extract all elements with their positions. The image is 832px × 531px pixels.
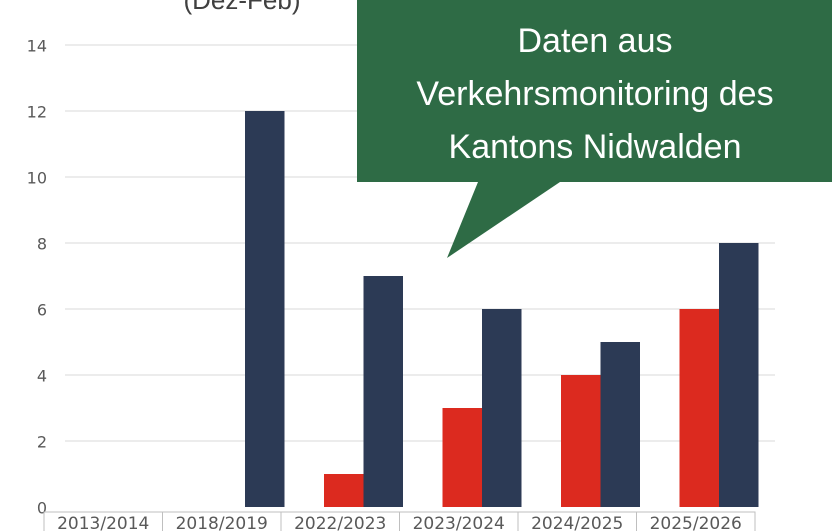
x-tick-label: 2018/2019	[176, 514, 268, 531]
y-tick-label: 6	[37, 301, 47, 320]
y-tick-label: 8	[37, 235, 47, 254]
y-tick-label: 12	[27, 103, 47, 122]
x-tick-label: 2024/2025	[531, 514, 623, 531]
x-tick-label: 2013/2014	[57, 514, 149, 531]
bar	[679, 309, 719, 507]
x-tick-label: 2025/2026	[650, 514, 742, 531]
callout-text: Verkehrsmonitoring des	[416, 75, 773, 113]
bar	[561, 375, 601, 507]
y-tick-label: 4	[37, 367, 47, 386]
x-tick-label: 2023/2024	[413, 514, 505, 531]
bar	[719, 243, 759, 507]
callout	[357, 0, 832, 258]
callout-text: Daten aus	[518, 22, 673, 60]
bar	[324, 474, 364, 507]
callout-text: Kantons Nidwalden	[449, 128, 742, 166]
y-tick-label: 2	[37, 433, 47, 452]
y-tick-label: 0	[37, 499, 47, 518]
bar	[442, 408, 482, 507]
y-tick-label: 14	[27, 37, 47, 56]
bar	[245, 111, 285, 507]
bar	[600, 342, 640, 507]
x-tick-label: 2022/2023	[294, 514, 386, 531]
y-tick-label: 10	[27, 169, 47, 188]
chart-subtitle: (Dez-Feb)	[183, 0, 300, 15]
bar	[482, 309, 522, 507]
bar	[363, 276, 403, 507]
category-box	[636, 511, 756, 531]
